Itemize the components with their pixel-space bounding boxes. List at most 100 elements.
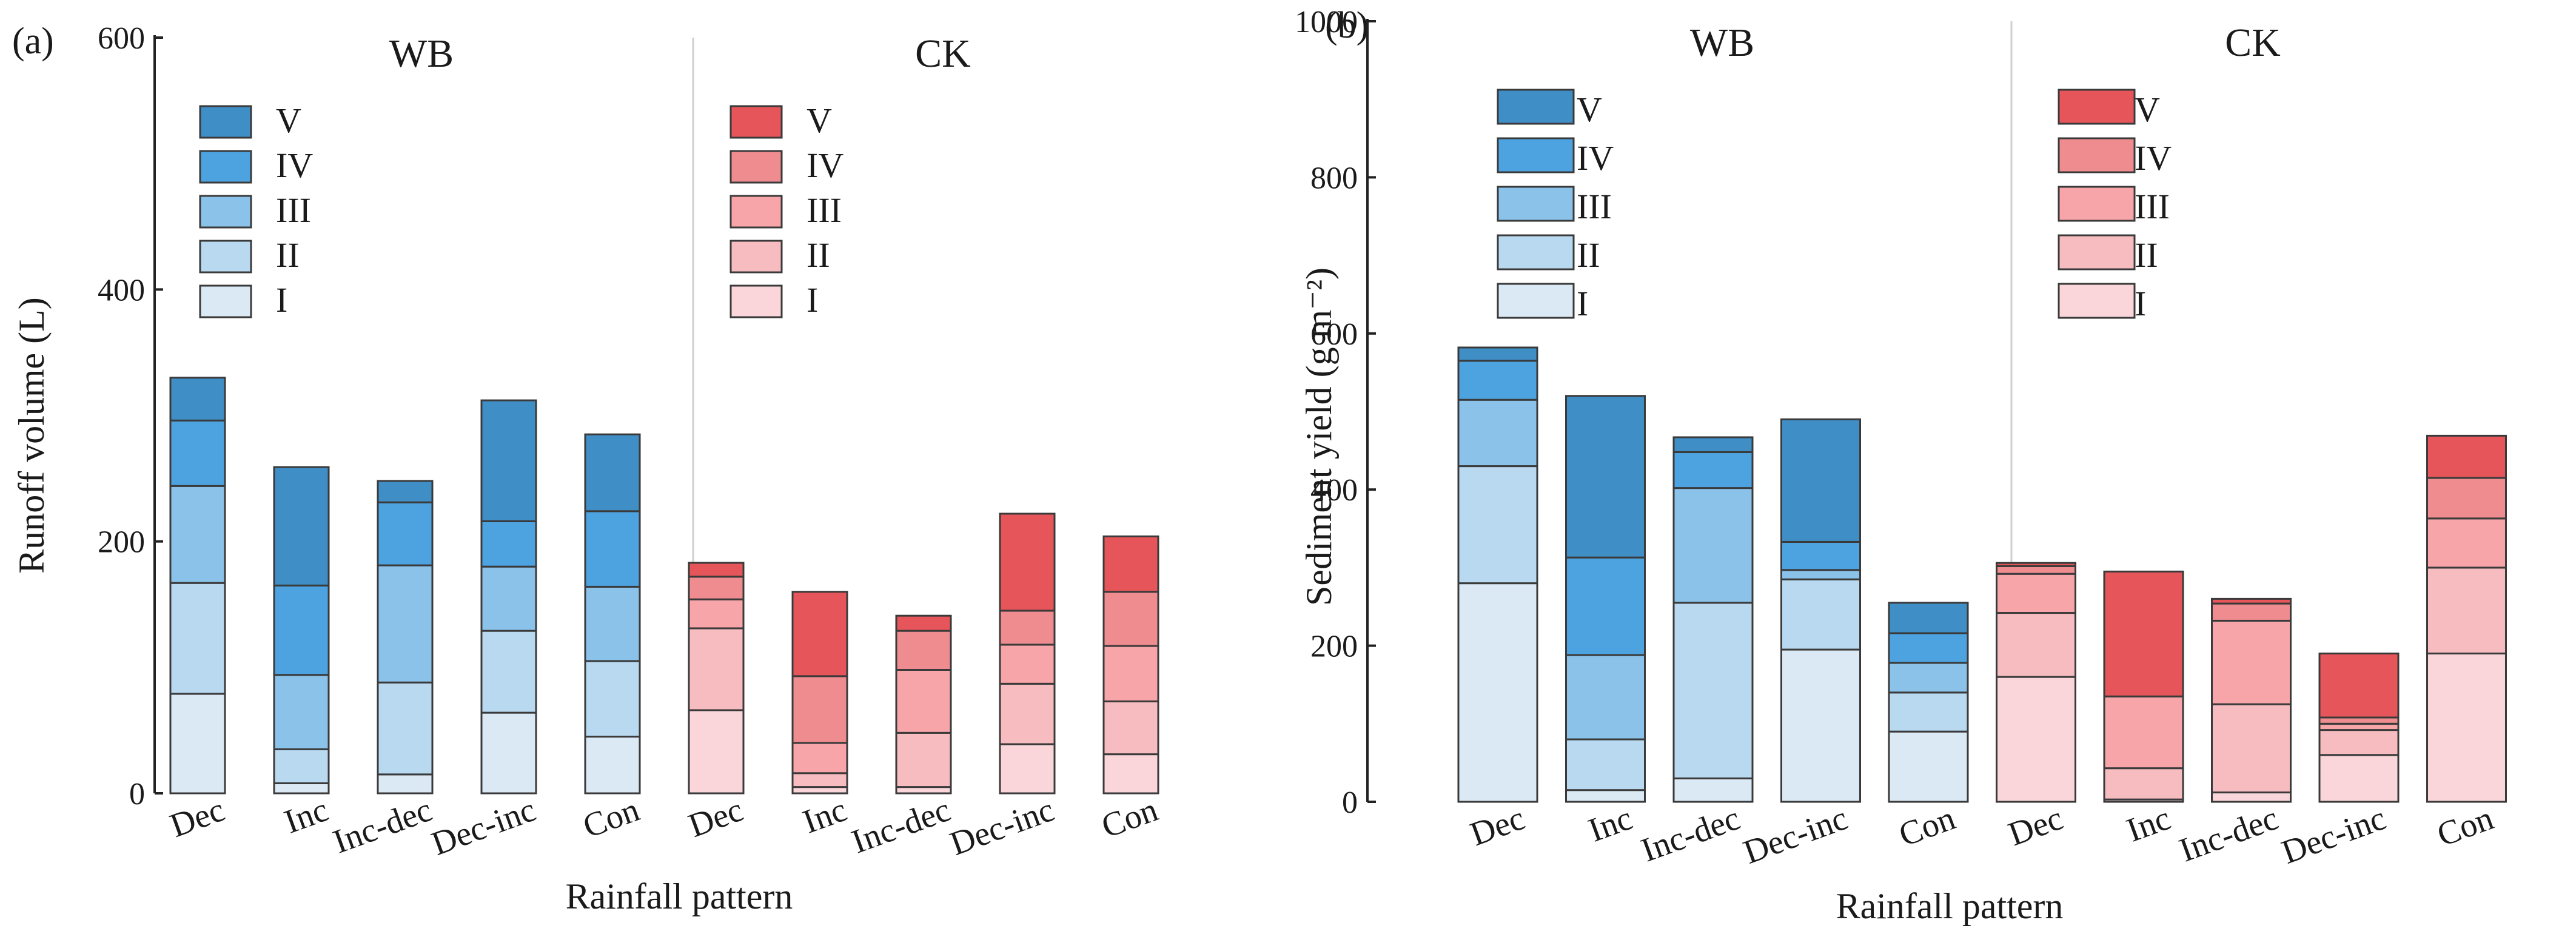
panel-a-legend-wb: V IV III II I [276,101,313,320]
panel-b-bar-ck-dec-iv [1996,565,2076,575]
panel-a-bar-wb-inc-dec-i [377,773,434,795]
panel-b-bar-wb-inc-dec-v [1672,436,1754,453]
panel-b-legend-ck-swatch-iv [2058,137,2136,173]
panel-a-bar-wb-con-iii [584,585,641,662]
panel-a-bar-ck-con-i [1102,753,1159,795]
panel-b-bar-ck-dec-inc-ii [2318,729,2400,756]
panel-b-x-tick-label: Dec [1466,799,1530,853]
panel-a-legend-ck-swatch-iii [730,195,783,229]
panel-b-y-tick-label: 0 [1342,785,1358,820]
panel-b-y-tick-label: 400 [1310,473,1358,508]
panel-b-bar-wb-dec-inc-iii [1780,569,1861,580]
panel-b-bar-wb-con-ii [1888,691,1969,733]
panel-b-legend-ck-label-iii: III [2135,187,2170,226]
panel-b-legend-ck-swatch-v [2058,89,2136,125]
panel-a-y-axis-title: Runoff volume (L) [12,297,52,573]
panel-b-y-tick-label: 1000 [1295,5,1358,39]
panel-b-bar-ck-inc-ii [2103,767,2184,801]
panel-b-y-tick-label: 600 [1310,317,1358,352]
panel-a-y-tick-label: 200 [98,525,145,560]
panel-b-bar-wb-inc-dec-i [1672,777,1754,803]
panel-b-x-tick-label: Con [2432,799,2498,854]
panel-a-bar-ck-dec-ii [688,627,745,711]
panel-a-bar-ck-inc-dec-ii [895,731,952,788]
panel-a-x-tick-label: Inc [798,791,851,841]
panel-b-legend-ck-label-ii: II [2135,235,2158,275]
panel-a-bar-ck-dec-inc-ii [999,682,1056,745]
panel-a-bar-wb-con-v [584,433,641,512]
panel-b-bar-ck-con-iii [2426,517,2507,569]
panel-b-x-tick-label: Inc-dec [1636,799,1745,870]
panel-b-x-tick-label: Dec [2004,799,2068,853]
panel-b-group-label-ck: CK [2225,21,2281,65]
panel-b-bar-wb-dec-i [1457,582,1538,803]
panel-b-bar-wb-con-iv [1888,632,1969,664]
panel-b-legend-ck-label-i: I [2135,284,2146,323]
panel-b-bar-wb-inc-v [1565,395,1646,559]
panel-b-legend-ck-swatch-i [2058,283,2136,319]
panel-a-bar-wb-dec-i [169,693,226,795]
panel-a-bar-wb-dec-iv [169,419,226,487]
panel-a-bar-wb-dec-inc-iv [480,520,537,568]
panel-a-legend-ck-swatch-iv [730,150,783,184]
panel-a-bar-wb-inc-dec-ii [377,681,434,776]
panel-a-y-tick-label: 0 [129,777,145,812]
panel-a-legend-wb-swatch-iv [199,150,252,184]
panel-b-bar-wb-con-v [1888,602,1969,634]
panel-a-legend-wb-swatch-i [199,284,252,318]
panel-a-bar-ck-dec-iv [688,576,745,600]
panel-a-bar-ck-con-iii [1102,645,1159,702]
panel-b-bar-wb-dec-ii [1457,465,1538,585]
panel-a-legend-wb-label-iv: IV [276,146,313,185]
panel-a-legend-ck: V IV III II I [807,101,844,320]
panel-b-legend-wb-label-ii: II [1577,235,1600,275]
panel-b-legend-ck-swatch-iii [2058,186,2136,222]
panel-a-bar-wb-inc-dec-iv [377,501,434,566]
panel-a-bar-wb-dec-iii [169,485,226,584]
panel-b-x-tick-label: Dec-inc [2277,799,2391,872]
panel-b-bar-ck-inc-v [2103,570,2184,697]
panel-a-bar-wb-inc-iii [273,674,330,750]
panel-a-bar-wb-inc-iv [273,584,330,676]
panel-a-legend-ck-swatch-v [730,105,783,139]
panel-a-bar-ck-con-iv [1102,591,1159,647]
panel-a-bar-wb-dec-inc-v [480,399,537,522]
panel-a-bar-ck-dec-inc-v [999,512,1056,612]
panel-a-bar-wb-inc-v [273,466,330,586]
panel-a-bar-ck-dec-iii [688,598,745,630]
panel-a-y-tick-label: 400 [98,273,145,307]
panel-a-group-label-ck: CK [915,32,971,76]
panel-a-x-tick-label: Dec [166,791,230,845]
panel-b-bar-wb-con-i [1888,730,1969,803]
panel-a-label: (a) [12,21,54,62]
panel-b-x-tick-label: Con [1894,799,1961,854]
panel-a-x-tick-label: Dec [684,791,748,845]
panel-a-bar-ck-inc-dec-iii [895,668,952,734]
panel-b-bar-wb-dec-iv [1457,360,1538,401]
panel-b-bar-wb-con-iii [1888,662,1969,694]
panel-b-bar-wb-inc-dec-ii [1672,602,1754,779]
panel-a-bar-wb-inc-dec-v [377,480,434,503]
panel-b-bar-ck-inc-dec-i [2211,791,2292,803]
panel-a-runoff: (a) Runoff volume (L) Rainfall pattern W… [12,21,1162,916]
panel-b-x-tick-label: Dec-inc [1739,799,1853,872]
panel-b-bar-ck-dec-inc-iii [2318,722,2400,731]
panel-b-bar-ck-con-i [2426,652,2507,803]
panel-a-bar-wb-dec-inc-ii [480,630,537,714]
panel-b-bar-wb-inc-dec-iii [1672,487,1754,604]
panel-b-legend-wb-swatch-ii [1497,234,1575,271]
panel-b-bar-ck-dec-iii [1996,573,2076,614]
panel-b-bar-ck-dec-inc-i [2318,754,2400,803]
panel-b-bar-ck-con-ii [2426,566,2507,654]
panel-a-bar-ck-inc-ii [791,772,848,788]
panel-a-bar-ck-inc-dec-v [895,614,952,632]
panel-b-bar-wb-dec-v [1457,346,1538,362]
panel-a-bar-wb-dec-inc-iii [480,565,537,632]
panel-b-bar-wb-dec-inc-v [1780,418,1861,543]
panel-b-bar-wb-inc-i [1565,789,1646,803]
panel-a-legend-wb-label-v: V [276,101,301,140]
panel-b-group-label-wb: WB [1690,21,1754,65]
panel-a-bar-ck-con-v [1102,535,1159,593]
panel-b-legend-wb-swatch-v [1497,89,1575,125]
panel-b-label: (b) [1325,5,1369,46]
